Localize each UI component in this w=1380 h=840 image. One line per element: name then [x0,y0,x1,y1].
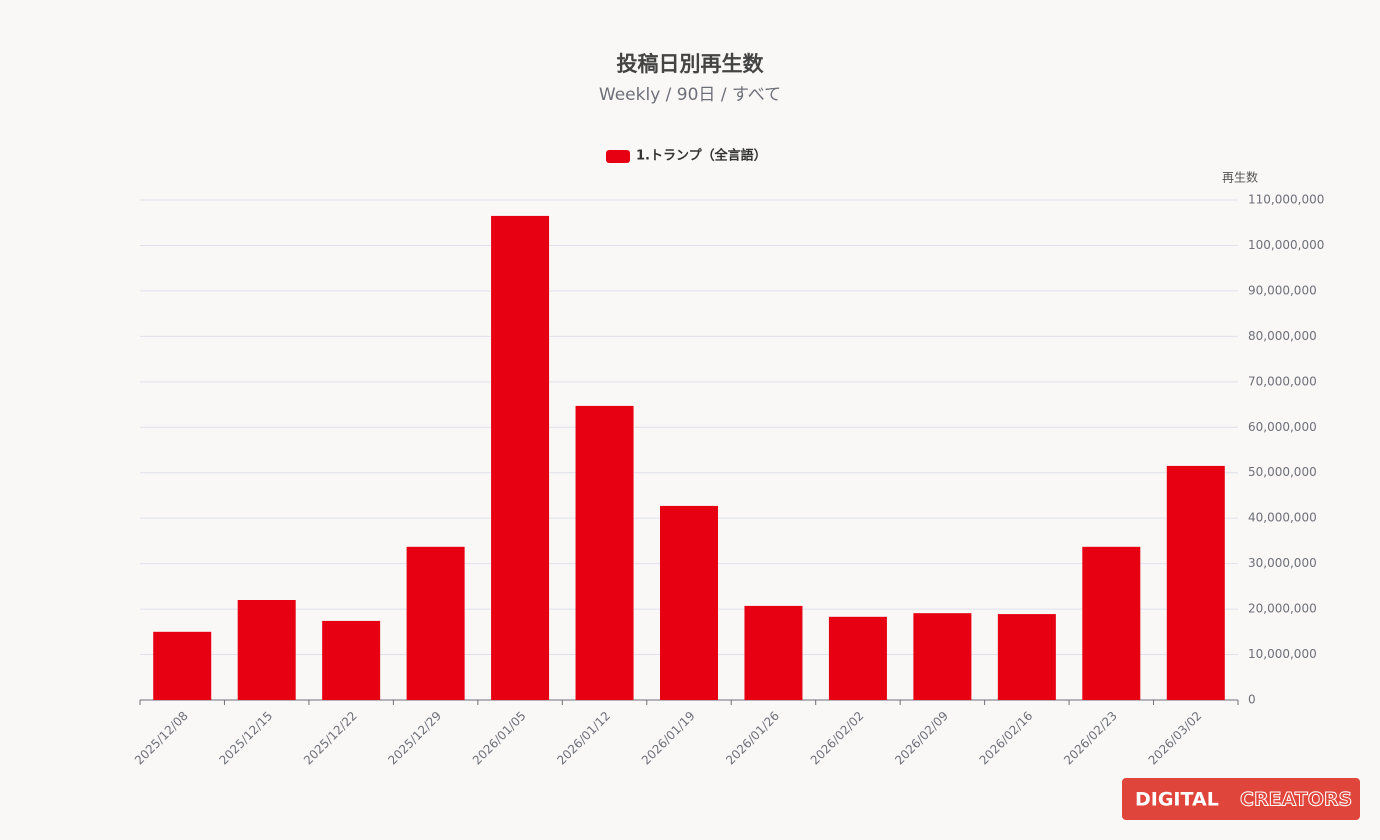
y-tick-label: 40,000,000 [1248,511,1317,525]
y-tick-label: 70,000,000 [1248,374,1317,388]
y-tick-label: 100,000,000 [1248,238,1324,252]
logo: DIGITAL CREATORS [1122,778,1360,820]
y-tick-label: 90,000,000 [1248,283,1317,297]
y-tick-label: 60,000,000 [1248,420,1317,434]
chart-subtitle: Weekly / 90日 / すべて [599,85,781,105]
bar [997,614,1056,700]
x-tick-label: 2026/01/19 [639,709,698,768]
x-tick-label: 2025/12/29 [385,709,444,768]
logo-box [1122,778,1360,820]
x-tick-label: 2026/02/09 [892,709,951,768]
bar [828,616,887,700]
x-tick-label: 2026/01/05 [470,709,529,768]
x-tick-label: 2026/03/02 [1146,709,1205,768]
y-tick-label: 20,000,000 [1248,602,1317,616]
bar [406,546,465,700]
chart-title: 投稿日別再生数 [617,52,765,76]
x-tick-label: 2026/02/23 [1061,709,1120,768]
y-tick-label: 10,000,000 [1248,647,1317,661]
legend-swatch [606,150,630,163]
bar [237,600,296,700]
bar [1082,546,1141,700]
x-tick-label: 2025/12/22 [301,709,360,768]
x-tick-label: 2026/02/16 [977,709,1036,768]
y-tick-label: 110,000,000 [1248,193,1324,207]
bar [660,505,718,700]
bar [491,215,550,700]
y-axis-label: 再生数 [1222,170,1258,185]
bar [913,613,972,700]
x-tick-label: 2026/01/12 [554,709,613,768]
x-tick-label: 2026/02/02 [808,709,867,768]
y-tick-label: 80,000,000 [1248,329,1317,343]
logo-word: DIGITAL [1135,789,1219,811]
bar [575,405,634,700]
bar [1166,465,1225,700]
logo-word: CREATORS [1240,789,1352,811]
x-tick-label: 2026/01/26 [723,709,782,768]
legend-label: 1.トランプ（全言語） [636,148,767,164]
bar [322,620,381,700]
bar [153,631,212,700]
x-tick-label: 2025/12/08 [132,709,191,768]
bar [744,605,803,700]
x-tick-label: 2025/12/15 [216,709,275,768]
y-tick-label: 50,000,000 [1248,465,1317,479]
y-tick-label: 0 [1248,693,1256,707]
y-tick-label: 30,000,000 [1248,556,1317,570]
